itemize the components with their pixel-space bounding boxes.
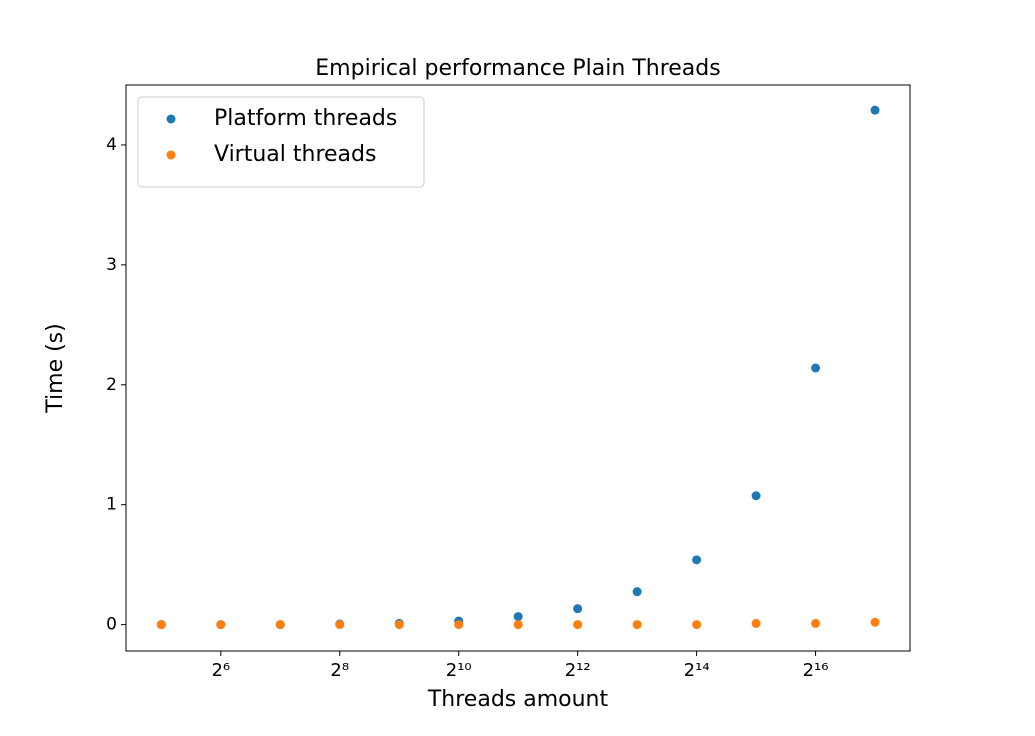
x-tick-label: 2⁸	[330, 660, 349, 681]
chart-title: Empirical performance Plain Threads	[315, 56, 720, 81]
point	[870, 617, 880, 627]
point	[632, 587, 642, 597]
legend-marker	[166, 150, 176, 160]
x-tick-label: 2¹⁶	[803, 660, 829, 681]
y-tick-label: 1	[106, 495, 117, 515]
point	[513, 620, 523, 630]
plot-frame	[125, 84, 911, 652]
x-tick-label: 2⁶	[211, 660, 230, 681]
point	[156, 620, 166, 630]
legend-label: Platform threads	[214, 106, 397, 131]
y-tick-label: 3	[106, 255, 117, 275]
y-tick-label: 2	[106, 375, 117, 395]
point	[692, 555, 702, 565]
x-axis-label: Threads amount	[427, 687, 609, 712]
point	[573, 620, 583, 630]
point	[811, 618, 821, 628]
point	[692, 620, 702, 630]
point	[751, 491, 761, 501]
point	[870, 105, 880, 115]
point	[811, 363, 821, 373]
x-tick-label: 2¹²	[565, 660, 591, 681]
y-axis-label: Time (s)	[43, 323, 68, 413]
point	[335, 620, 345, 630]
point	[632, 620, 642, 630]
point	[394, 620, 404, 630]
y-tick-label: 4	[106, 135, 117, 155]
legend-label: Virtual threads	[214, 142, 376, 167]
point	[573, 604, 583, 614]
x-tick-label: 2¹⁰	[446, 660, 472, 681]
point	[454, 620, 464, 630]
point	[751, 618, 761, 628]
y-tick-label: 0	[106, 615, 117, 635]
legend-marker	[166, 114, 176, 124]
point	[216, 620, 226, 630]
legend-box	[137, 96, 425, 188]
point	[513, 612, 523, 622]
x-tick-label: 2¹⁴	[684, 660, 710, 681]
point	[275, 620, 285, 630]
